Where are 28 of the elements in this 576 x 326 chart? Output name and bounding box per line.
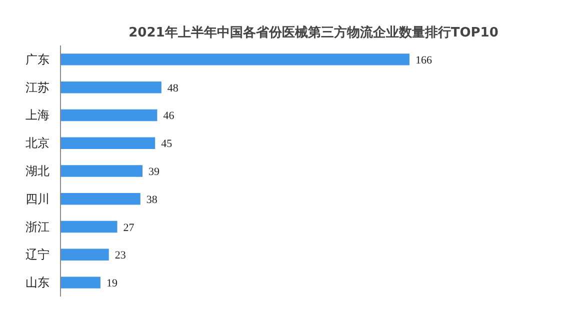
bar: [60, 137, 156, 149]
y-tick-label: 四川: [26, 192, 50, 206]
y-tick-label: 广东: [26, 52, 50, 66]
bar: [60, 276, 100, 288]
bar: [60, 81, 162, 94]
data-label: 166: [415, 54, 432, 66]
data-label: 19: [106, 278, 118, 290]
data-label: 27: [123, 222, 135, 234]
y-tick-label: 浙江: [26, 220, 50, 234]
y-tick-label: 北京: [26, 136, 50, 150]
y-tick-label: 江苏: [26, 80, 50, 94]
bar: [60, 109, 158, 122]
bar: [60, 165, 142, 177]
bar: [60, 248, 109, 261]
data-label: 48: [167, 82, 179, 94]
y-tick-label: 辽宁: [26, 248, 50, 262]
data-label: 38: [146, 194, 158, 206]
data-label: 23: [114, 250, 126, 262]
bar: [60, 193, 140, 205]
data-label: 39: [148, 166, 160, 178]
data-label: 45: [161, 138, 173, 150]
bar: [60, 220, 118, 233]
y-tick-label: 山东: [26, 276, 50, 290]
y-tick-label: 上海: [26, 108, 50, 122]
y-tick-label: 湖北: [26, 164, 50, 178]
data-label: 46: [163, 110, 175, 122]
chart-title: 2021年上半年中国各省份医械第三方物流企业数量排行TOP10: [128, 24, 498, 40]
bar: [60, 54, 410, 66]
